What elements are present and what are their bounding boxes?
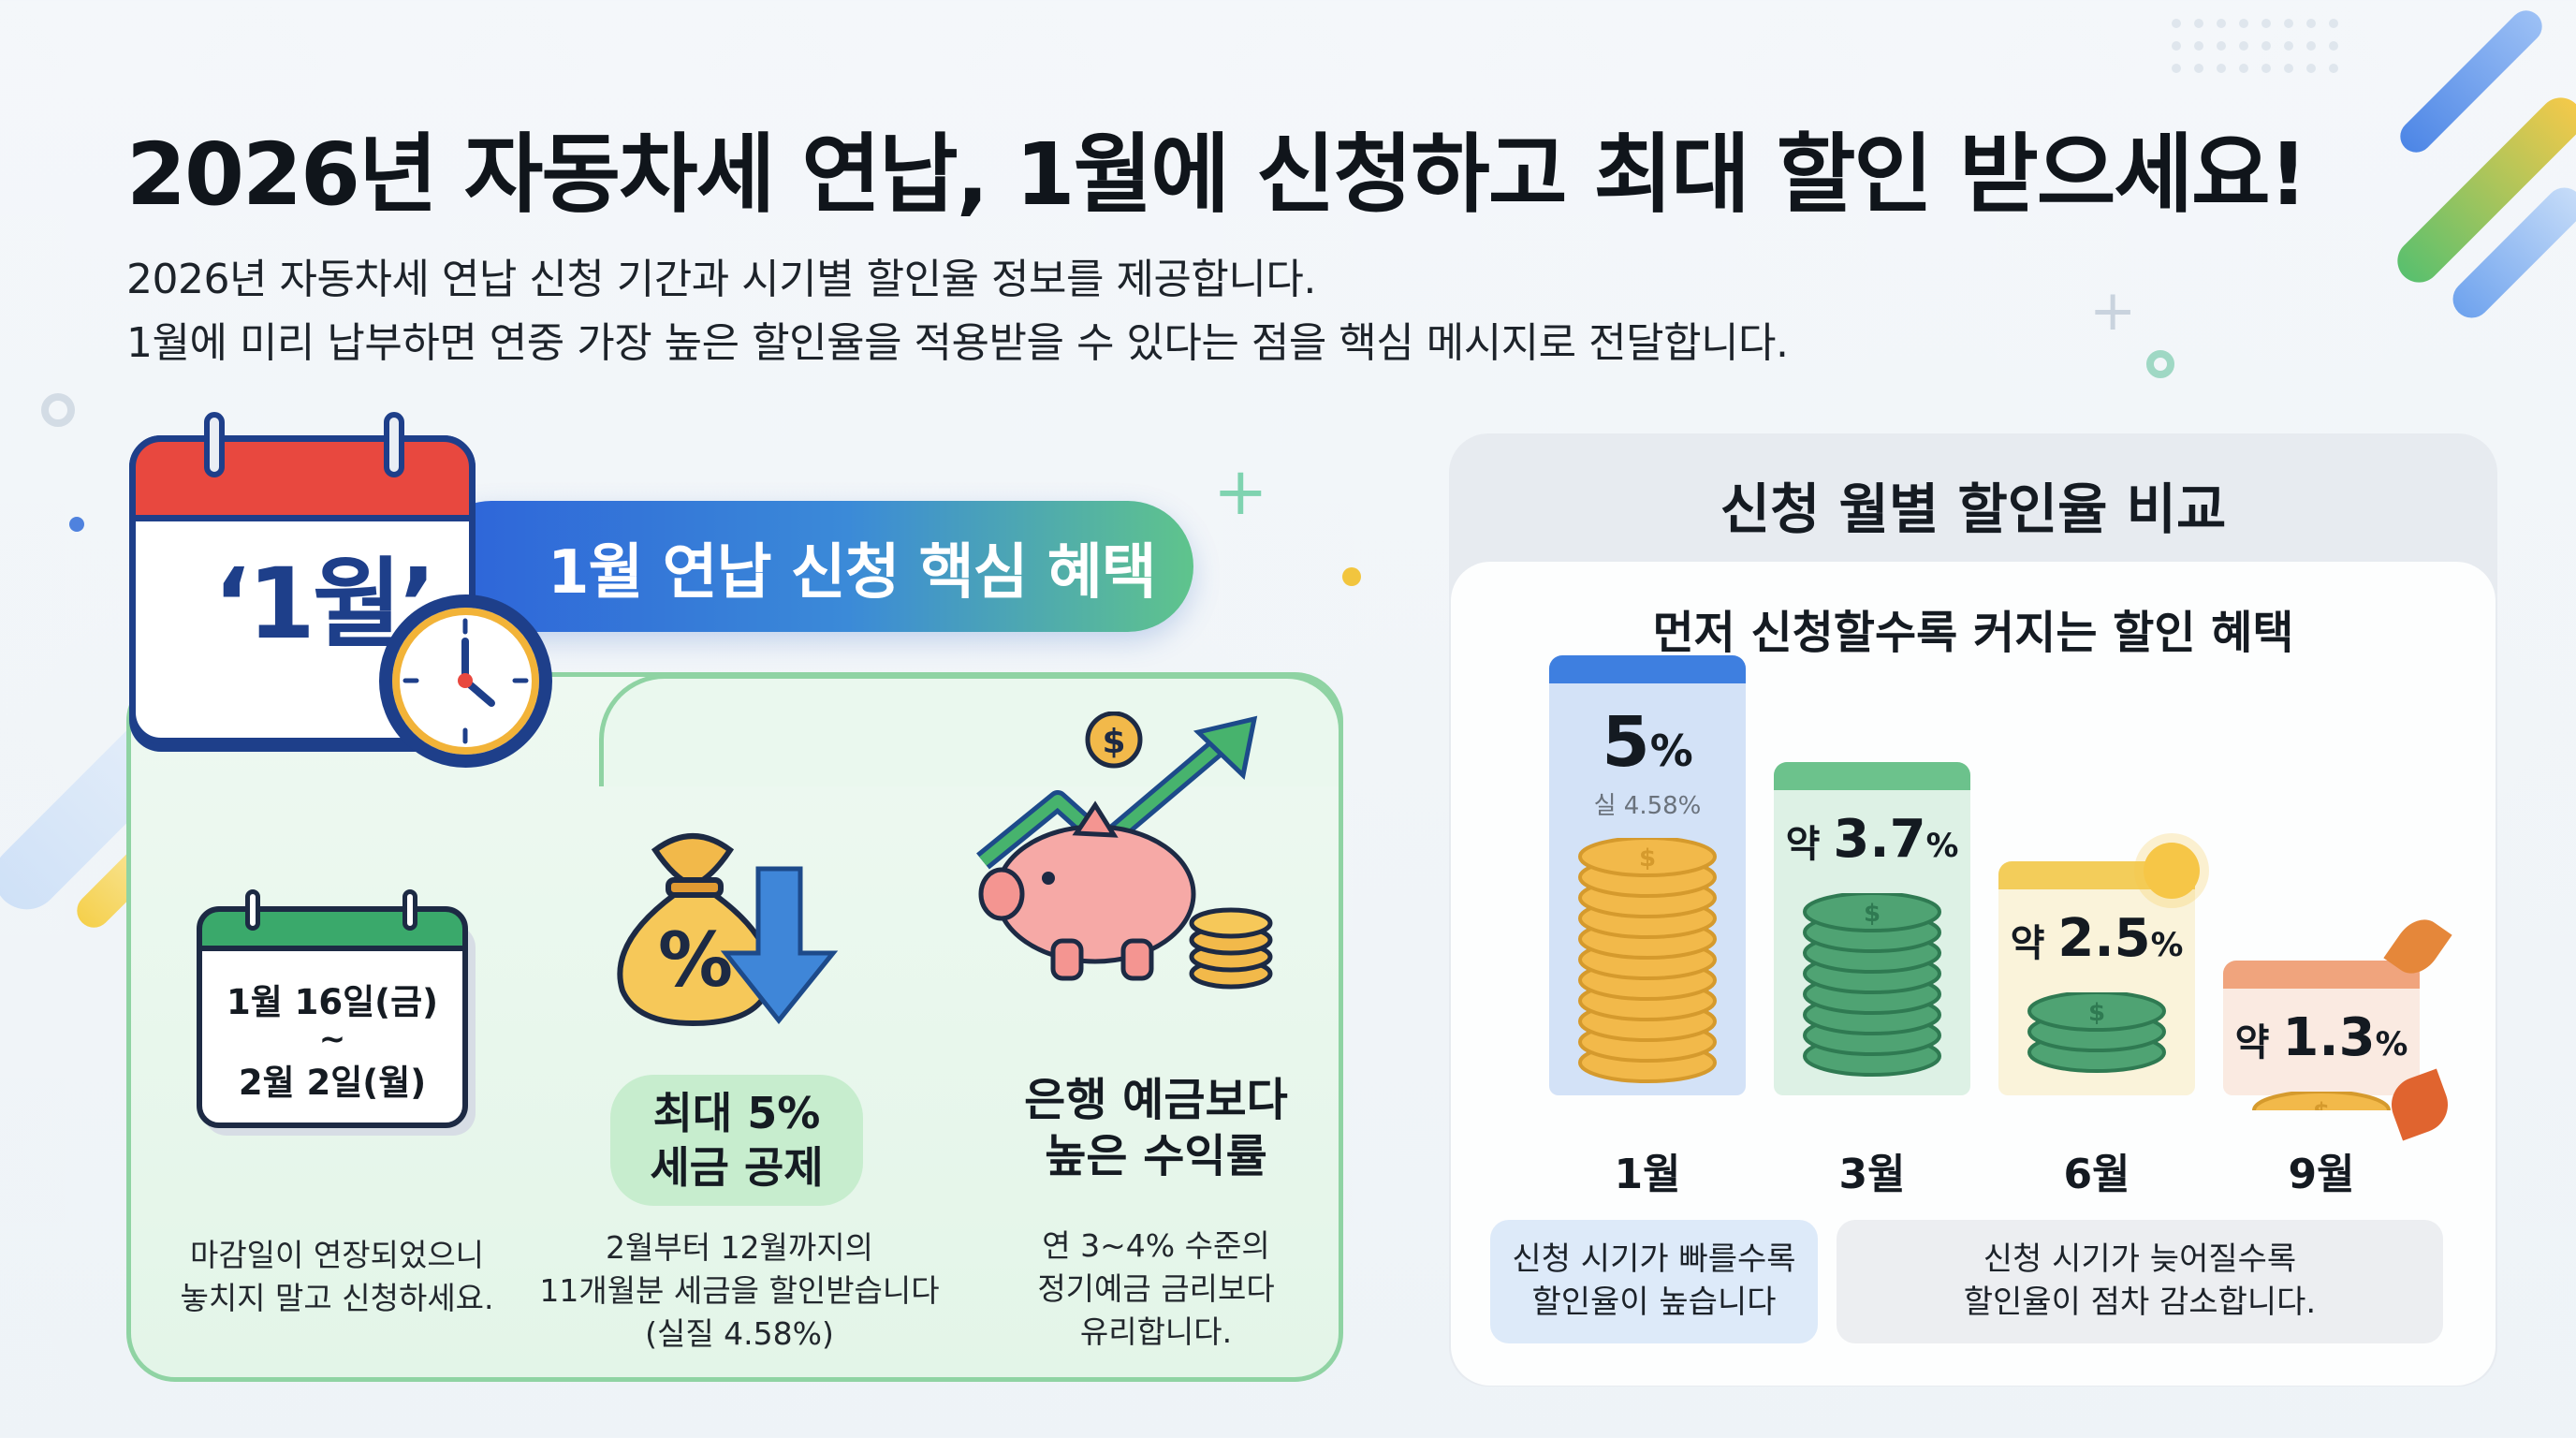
tax-deduction-pill	[610, 1075, 863, 1206]
decor-dot-grid	[2172, 19, 2338, 73]
discount-rate-value-2: 3.7	[1833, 809, 1926, 870]
discount-column-header-1	[1549, 655, 1746, 683]
discount-comparison-title: 신청 월별 할인율 비교	[1720, 477, 2227, 541]
decor-ring-left	[41, 393, 75, 427]
discount-rate-label-3: 약 2.5%	[1989, 908, 2204, 969]
tax-deduction-description-line-1: 2월부터 12월까지의	[606, 1229, 873, 1266]
percent-icon: %	[658, 917, 733, 1004]
discount-month-label-1: 1월	[1614, 1151, 1681, 1198]
savings-title-line-2: 높은 수익률	[1045, 1130, 1267, 1182]
coin-stack-icon-4: $	[2252, 1092, 2391, 1110]
coin-dollar-icon-1: $	[1639, 844, 1656, 873]
discount-column-header-4	[2223, 961, 2420, 989]
discount-rate-prefix-2: 약	[1785, 823, 1834, 866]
deadline-description-line-2: 놓치지 말고 신청하세요.	[180, 1280, 494, 1316]
coin-stack-icon-2: $	[1803, 893, 1941, 1077]
savings-description-line-1: 연 3~4% 수준의	[1042, 1227, 1270, 1264]
tax-deduction-description-line-3: (실질 4.58%)	[645, 1315, 834, 1352]
discount-rate-note-1: 실 4.58%	[1593, 792, 1702, 820]
discount-column-header-2	[1774, 762, 1970, 790]
tax-deduction-description-line-2: 11개월분 세금을 할인받습니다	[539, 1272, 940, 1309]
discount-rate-value-3: 2.5	[2057, 908, 2151, 969]
discount-rate-prefix-3: 약	[2010, 922, 2058, 965]
early-application-note-line-1: 신청 시기가 빠를수록	[1512, 1240, 1796, 1278]
deadline-end-date: 2월 2일(월)	[238, 1063, 427, 1103]
decor-ring	[2146, 350, 2174, 378]
discount-rate-unit-3: %	[2150, 927, 2184, 964]
money-bag-icon: %	[617, 833, 839, 1027]
discount-month-label-2: 3월	[1838, 1151, 1906, 1198]
decor-dot-yellow	[1342, 567, 1361, 586]
decor-sparkle-icon-2: +	[2089, 278, 2137, 344]
deadline-calendar-icon	[197, 917, 468, 1128]
coin-dollar-icon-3: $	[2088, 999, 2105, 1027]
benefits-banner-title: 1월 연납 신청 핵심 혜택	[548, 538, 1157, 608]
discount-rate-label-4: 약 1.3%	[2214, 1007, 2429, 1068]
discount-rate-unit-4: %	[2375, 1026, 2408, 1064]
tax-deduction-title-line-1: 최대 5%	[652, 1088, 821, 1138]
discount-rate-prefix-4: 약	[2234, 1021, 2283, 1064]
deadline-description: 마감일이 연장되었으니 놓치지 말고 신청하세요.	[150, 1234, 524, 1320]
tax-deduction-title: 최대 5% 세금 공제	[610, 1086, 863, 1195]
tax-deduction-title-line-2: 세금 공제	[650, 1142, 824, 1193]
savings-description: 연 3~4% 수준의 정기예금 금리보다 유리합니다.	[978, 1225, 1334, 1354]
discount-month-label-3: 6월	[2063, 1151, 2130, 1198]
calendar-header	[129, 435, 476, 521]
late-application-note-line-2: 할인율이 점차 감소합니다.	[1963, 1284, 2317, 1321]
calendar-ring-left	[204, 412, 225, 477]
coin-dollar-icon-4: $	[2313, 1098, 2330, 1110]
deadline-description-line-1: 마감일이 연장되었으니	[189, 1237, 485, 1273]
late-application-note-line-1: 신청 시기가 늦어질수록	[1983, 1240, 2297, 1278]
late-application-note	[1837, 1220, 2443, 1343]
decor-dot-blue	[69, 517, 84, 532]
deadline-range-tilde: ~	[318, 1020, 346, 1058]
discount-comparison-subtitle: 먼저 신청할수록 커지는 할인 혜택	[1652, 607, 2294, 659]
coin-stack-icon-3: $	[2027, 992, 2166, 1073]
late-application-note-text: 신청 시기가 늦어질수록 할인율이 점차 감소합니다.	[1837, 1238, 2443, 1324]
discount-month-label-4: 9월	[2288, 1151, 2355, 1198]
calendar-ring-right	[384, 412, 404, 477]
page-subtitle-line-1: 2026년 자동차세 연납 신청 기간과 시기별 할인율 정보를 제공합니다.	[126, 256, 1316, 303]
deadline-calendar-ring-right	[402, 889, 417, 931]
discount-rate-value-4: 1.3	[2282, 1007, 2376, 1068]
discount-rate-label-2: 약 3.7%	[1764, 809, 1980, 870]
early-application-note-text: 신청 시기가 빠를수록 할인율이 높습니다	[1490, 1238, 1818, 1324]
deadline-start-date: 1월 16일(금)	[226, 982, 439, 1022]
discount-rate-label-1: 5%	[1540, 702, 1755, 783]
decor-sparkle-icon: +	[1213, 453, 1268, 530]
discount-rate-unit-1: %	[1649, 726, 1693, 776]
early-application-note	[1490, 1220, 1818, 1343]
sun-icon	[2144, 843, 2200, 899]
piggy-bank-icon: $	[976, 712, 1273, 990]
savings-title: 은행 예금보다 높은 수익률	[978, 1072, 1334, 1184]
benefits-banner	[426, 501, 1193, 632]
early-application-note-line-2: 할인율이 높습니다	[1531, 1284, 1777, 1321]
savings-description-line-3: 유리합니다.	[1079, 1313, 1233, 1350]
page-title: 2026년 자동차세 연납, 1월에 신청하고 최대 할인 받으세요!	[126, 125, 2308, 225]
savings-description-line-2: 정기예금 금리보다	[1037, 1270, 1275, 1307]
savings-title-line-1: 은행 예금보다	[1024, 1074, 1288, 1126]
tax-deduction-description: 2월부터 12월까지의 11개월분 세금을 할인받습니다 (실질 4.58%)	[534, 1226, 945, 1356]
discount-rate-unit-2: %	[1925, 828, 1959, 865]
dollar-coin-icon: $	[1102, 723, 1125, 761]
coin-dollar-icon-2: $	[1864, 900, 1881, 928]
clock-icon	[379, 594, 552, 768]
discount-rate-value-1: 5	[1602, 702, 1650, 783]
deadline-calendar-ring-left	[245, 889, 260, 931]
deadline-calendar-header	[197, 906, 468, 951]
coin-stack-icon-1: $	[1578, 838, 1717, 1083]
page-subtitle-line-2: 1월에 미리 납부하면 연중 가장 높은 할인율을 적용받을 수 있다는 점을 …	[126, 319, 1789, 367]
